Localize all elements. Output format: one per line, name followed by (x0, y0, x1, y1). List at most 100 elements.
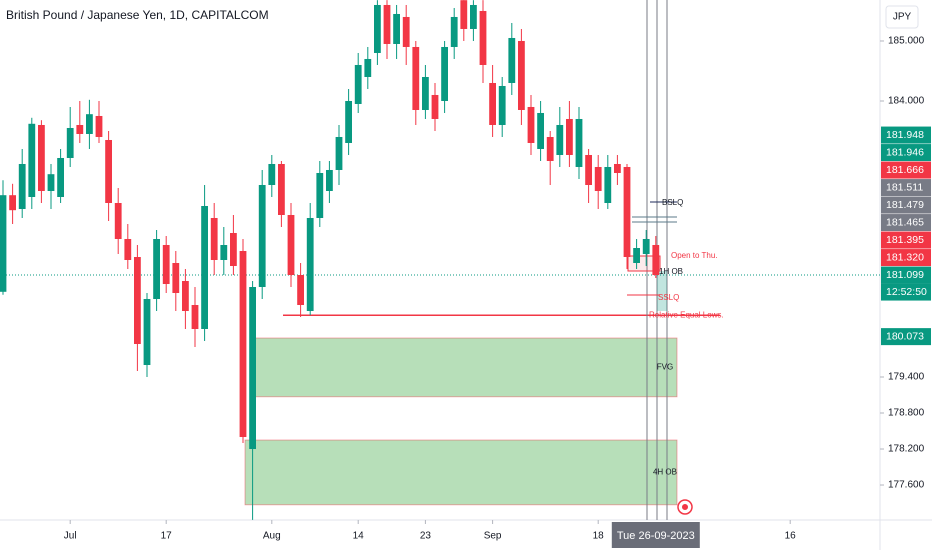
price-badge-label: 181.666 (886, 164, 924, 176)
candle-body (230, 232, 237, 267)
price-badge (881, 196, 931, 214)
zones (0, 274, 880, 506)
candle-body (201, 205, 208, 330)
countdown-badge (881, 283, 931, 301)
alert-icon[interactable] (677, 499, 693, 515)
price-badge-label: 181.465 (886, 216, 924, 228)
currency-box[interactable] (885, 5, 919, 29)
candle-body (614, 163, 621, 173)
candle-body (66, 127, 74, 158)
annotation: 1H OB (659, 267, 683, 276)
candle-body (652, 244, 660, 276)
countdown: 12:52:50 (886, 286, 927, 298)
candle-body (287, 214, 295, 276)
labels: British Pound / Japanese Yen, 1D, CAPITA… (6, 5, 931, 548)
chart-title: British Pound / Japanese Yen, 1D, CAPITA… (6, 8, 269, 22)
candle-body (335, 136, 343, 170)
candle-body (172, 263, 180, 294)
candle-body (470, 4, 477, 29)
candle-body (124, 238, 132, 260)
candle-body (297, 275, 304, 306)
candle-body (326, 169, 333, 191)
candle-body (585, 154, 592, 185)
candle-body (134, 256, 141, 345)
candle-body (18, 163, 26, 209)
candle-body (633, 247, 640, 264)
candle-body (489, 82, 496, 125)
price-badge-label: 181.946 (886, 146, 924, 158)
y-tick-label: 185.000 (888, 36, 925, 47)
candle-body (153, 238, 160, 300)
price-badge (881, 249, 931, 267)
annotation: SSLQ (658, 293, 679, 302)
crosshair-box (611, 522, 700, 548)
price-badge-label: 181.479 (886, 199, 924, 211)
candle-body (441, 46, 448, 101)
candle-body (306, 217, 314, 312)
candle-body (38, 124, 45, 191)
candle-body (422, 76, 429, 110)
candle-body (374, 4, 381, 53)
x-tick-label: 16 (785, 531, 797, 542)
y-tick-label: 178.800 (888, 408, 925, 419)
candle-body (258, 184, 266, 288)
candle-body (556, 124, 564, 155)
price-badge (881, 266, 931, 284)
candle-body (498, 85, 506, 125)
candle-body (0, 195, 7, 292)
range-box (657, 271, 667, 311)
price-badge-label: 180.073 (886, 330, 924, 342)
price-badge (881, 161, 931, 179)
currency: JPY (893, 12, 912, 23)
candle-body (114, 202, 122, 239)
zone (254, 337, 678, 398)
x-tick-label: Aug (263, 531, 281, 542)
candle-body (278, 163, 285, 215)
candle-body (354, 64, 362, 104)
y-tick-label: 184.000 (888, 96, 925, 107)
price-badge (881, 214, 931, 232)
price-badge (881, 144, 931, 162)
zone-label: 4H OB (653, 468, 677, 477)
x-tick-label: 18 (593, 531, 605, 542)
candle-body (642, 238, 650, 254)
candle-body (95, 115, 103, 137)
candle-body (9, 195, 16, 211)
x-tick-label: Jul (64, 531, 77, 542)
candle-body (393, 13, 400, 44)
candle-body (143, 299, 151, 366)
price-badge-label: 181.395 (886, 234, 924, 246)
candle-body (604, 166, 612, 203)
candle-body (546, 136, 554, 161)
candle-body (518, 40, 525, 110)
candle-body (345, 100, 352, 143)
candle-body (210, 217, 218, 260)
zone-label: FVG (657, 363, 673, 372)
price-badge (881, 179, 931, 197)
x-tick-label: 14 (353, 531, 365, 542)
candle-body (268, 163, 276, 185)
candle-body (316, 172, 324, 218)
candle-body (239, 250, 247, 438)
candle-body (220, 244, 228, 260)
y-tick-label: 179.400 (888, 372, 925, 383)
candle-body (594, 166, 602, 191)
candle-body (537, 112, 544, 149)
candle-body (76, 124, 84, 134)
candle-body (182, 281, 189, 312)
candle-body (105, 139, 112, 203)
candle-body (460, 0, 468, 29)
candles (0, 0, 660, 520)
candle-body (162, 244, 170, 285)
annotation: Open to Thu. (671, 251, 718, 260)
candle-body (28, 123, 36, 197)
price-badge (881, 126, 931, 144)
candle-body (623, 166, 631, 257)
candle-body (86, 114, 93, 134)
candle-body (450, 16, 458, 47)
annotation: BSLQ (662, 198, 683, 207)
x-tick-label: 23 (420, 531, 432, 542)
candle-body (575, 118, 583, 167)
candle-body (412, 46, 420, 110)
level-label: Relative Equal Lows. (649, 310, 724, 319)
